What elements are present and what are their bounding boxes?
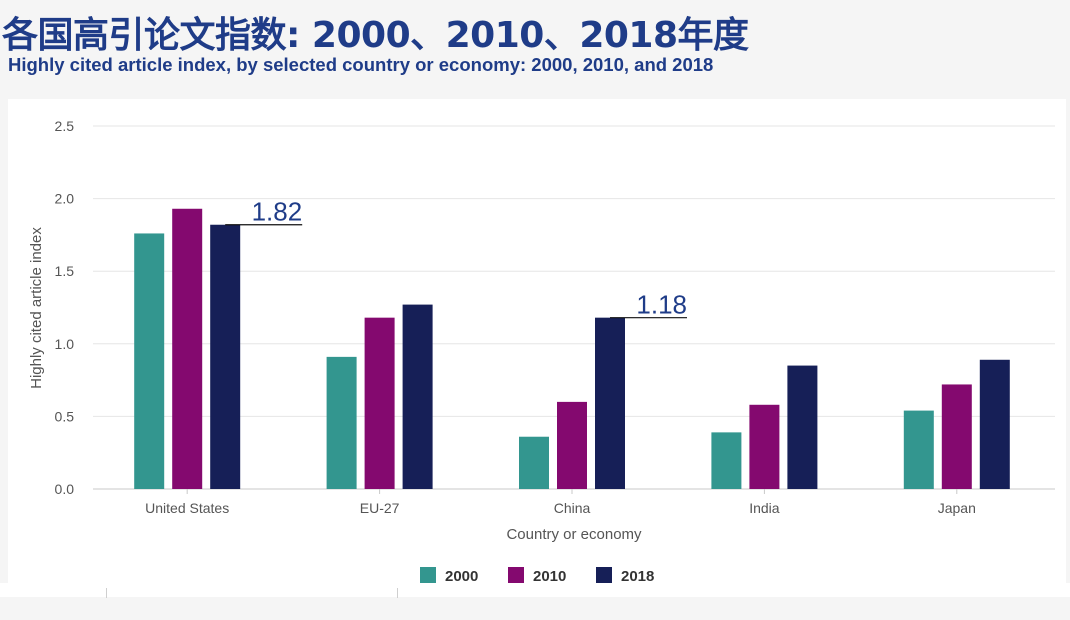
bars — [134, 208, 1010, 489]
bar-2000-eu-27 — [326, 356, 357, 489]
legend-swatch-2018 — [596, 567, 612, 583]
bottom-strip — [0, 583, 1070, 597]
legend-label-2018: 2018 — [621, 568, 654, 585]
x-axis-title: Country or economy — [506, 526, 642, 543]
x-tick-label: United States — [145, 500, 229, 516]
y-tick-label: 2.5 — [55, 118, 75, 134]
y-tick-label: 1.0 — [55, 336, 75, 352]
chart-title-english: Highly cited article index, by selected … — [8, 54, 714, 75]
annotations: 1.82 1.18 — [225, 197, 687, 320]
divider-mark — [397, 588, 398, 598]
bar-2010-eu-27 — [364, 317, 395, 489]
bar-2000-india — [711, 432, 742, 489]
y-axis-title: Highly cited article index — [28, 227, 45, 389]
chart-title-chinese: 各国高引论文指数: 2000、2010、2018年度 — [2, 15, 749, 56]
legend-swatch-2010 — [508, 567, 524, 583]
x-tick-label: China — [554, 500, 591, 516]
legend-label-2000: 2000 — [445, 568, 478, 585]
divider-mark — [106, 588, 107, 598]
y-tick-label: 0.0 — [55, 481, 75, 497]
bar-2010-united-states — [172, 208, 203, 489]
callout-value: 1.82 — [252, 197, 303, 227]
x-tick-label: Japan — [938, 500, 976, 516]
bar-2018-china — [595, 317, 625, 489]
bar-2018-japan — [979, 359, 1010, 489]
bar-2018-eu-27 — [402, 304, 433, 489]
y-tick-label: 0.5 — [55, 408, 75, 424]
bar-2000-china — [519, 436, 549, 489]
callout-value: 1.18 — [636, 290, 687, 320]
bar-2010-india — [749, 404, 780, 489]
legend: 2000 2010 2018 — [420, 567, 654, 585]
bar-2010-japan — [941, 384, 972, 489]
x-tick-label: India — [749, 500, 780, 516]
y-axis-ticks: 0.0 0.5 1.0 1.5 2.0 2.5 — [55, 118, 75, 497]
legend-label-2010: 2010 — [533, 568, 566, 585]
bar-2018-united-states — [210, 224, 241, 489]
x-tick-label: EU-27 — [360, 500, 400, 516]
gridlines — [93, 125, 1055, 490]
y-tick-label: 2.0 — [55, 191, 75, 207]
bar-2018-india — [787, 365, 818, 489]
y-tick-label: 1.5 — [55, 263, 75, 279]
legend-swatch-2000 — [420, 567, 436, 583]
bar-2010-china — [557, 401, 587, 489]
x-axis-ticks: United States EU-27 China India Japan — [145, 489, 976, 516]
bar-2000-japan — [903, 410, 934, 489]
bar-2000-united-states — [134, 233, 165, 489]
